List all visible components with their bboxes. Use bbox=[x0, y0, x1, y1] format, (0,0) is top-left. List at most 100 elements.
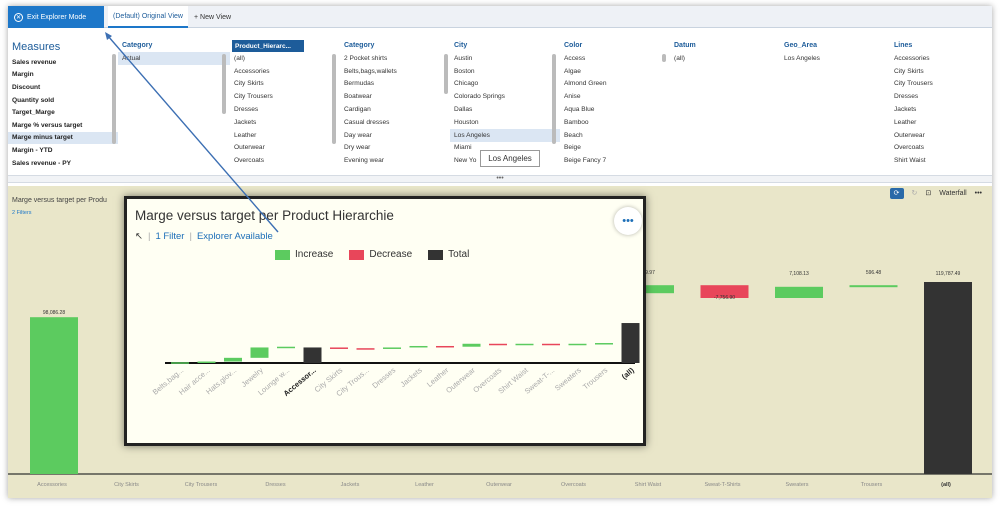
hierarchy-icon: ↖ bbox=[135, 231, 143, 242]
category-scrollbar[interactable] bbox=[222, 54, 226, 114]
category2-item[interactable]: Day wear bbox=[344, 131, 372, 139]
lines-item[interactable]: Jackets bbox=[894, 106, 917, 114]
redo-icon[interactable]: ↻ bbox=[911, 190, 918, 197]
measure-item[interactable]: Quantity sold bbox=[12, 96, 55, 104]
measure-item[interactable]: Marge minus target bbox=[8, 131, 118, 145]
exit-explorer-button[interactable]: ✕ Exit Explorer Mode bbox=[8, 6, 104, 28]
product-item[interactable]: Overcoats bbox=[234, 157, 265, 165]
city-item[interactable]: Chicago bbox=[454, 80, 479, 88]
datum-header[interactable]: Datum bbox=[674, 41, 696, 49]
waterfall-bar bbox=[250, 347, 269, 358]
color-header[interactable]: Color bbox=[564, 41, 583, 49]
popup-more-button[interactable]: ••• bbox=[614, 207, 642, 235]
tab-original-view[interactable]: (Default) Original View bbox=[108, 6, 188, 28]
lines-item[interactable]: Shirt Waist bbox=[894, 157, 926, 165]
category2-item[interactable]: Dry wear bbox=[344, 144, 371, 152]
measure-item[interactable]: Margin bbox=[12, 71, 34, 79]
city-header[interactable]: City bbox=[454, 41, 468, 49]
bg-tick-label: Outerwear bbox=[486, 482, 512, 488]
tab-new-view[interactable]: + New View bbox=[194, 13, 232, 21]
measures-scrollbar[interactable] bbox=[112, 54, 116, 144]
measure-item[interactable]: Sales revenue bbox=[12, 58, 57, 66]
chart-type-icon[interactable]: ⊡ bbox=[925, 190, 932, 197]
bg-tick-label: Overcoats bbox=[561, 482, 586, 488]
bg-data-label: 9.97 bbox=[645, 270, 655, 276]
product-item[interactable]: Jackets bbox=[234, 118, 257, 126]
bg-data-label: 119,787.49 bbox=[936, 271, 961, 277]
category1-header[interactable]: Category bbox=[122, 41, 153, 49]
lines-item[interactable]: Overcoats bbox=[894, 144, 925, 152]
product-item[interactable]: City Trousers bbox=[234, 93, 273, 101]
more-options-icon[interactable]: ••• bbox=[974, 189, 982, 197]
category2-item[interactable]: Cardigan bbox=[344, 106, 371, 114]
product-item[interactable]: Leather bbox=[234, 131, 257, 139]
lines-item[interactable]: Outerwear bbox=[894, 131, 925, 139]
legend-swatch bbox=[428, 249, 444, 260]
bg-data-label: 98,086.28 bbox=[43, 310, 65, 316]
refresh-icon[interactable]: ⟳ bbox=[889, 187, 904, 199]
category2-item[interactable]: Boatwear bbox=[344, 93, 372, 101]
lines-item[interactable]: City Trousers bbox=[894, 80, 933, 88]
color-item[interactable]: Almond Green bbox=[564, 80, 607, 88]
city-item[interactable]: Austin bbox=[454, 54, 473, 62]
color-item[interactable]: Beige bbox=[564, 144, 581, 152]
measure-item[interactable]: Target_Marge bbox=[12, 109, 55, 117]
measure-item[interactable]: Margin - YTD bbox=[12, 146, 53, 154]
color-item[interactable]: Beige Fancy 7 bbox=[564, 157, 607, 165]
top-toolbar: ✕ Exit Explorer Mode (Default) Original … bbox=[8, 6, 992, 28]
city-item[interactable]: Colorado Springs bbox=[454, 93, 505, 101]
chart-toolbar: ⟳ ↻ ⊡ Waterfall ••• bbox=[832, 186, 992, 200]
product-scrollbar[interactable] bbox=[332, 54, 336, 144]
lines-header[interactable]: Lines bbox=[894, 41, 913, 49]
city-item[interactable]: Los Angeles bbox=[450, 128, 560, 142]
geo-area-list: Geo_Area Los Angeles bbox=[780, 38, 890, 176]
category2-scrollbar[interactable] bbox=[444, 54, 448, 94]
city-item[interactable]: New Yo bbox=[454, 157, 477, 165]
color-item[interactable]: Bamboo bbox=[564, 118, 589, 126]
city-item[interactable]: Dallas bbox=[454, 106, 473, 114]
geo-area-item[interactable]: Los Angeles bbox=[784, 54, 820, 62]
city-scrollbar[interactable] bbox=[552, 54, 556, 144]
color-item[interactable]: Algae bbox=[564, 67, 581, 75]
geo-header[interactable]: Geo_Area bbox=[784, 41, 818, 49]
lines-item[interactable]: City Skirts bbox=[894, 67, 924, 75]
explorer-link[interactable]: Explorer Available bbox=[196, 231, 273, 242]
lines-item[interactable]: Leather bbox=[894, 118, 917, 126]
measure-item[interactable]: Sales revenue - PY bbox=[12, 159, 72, 167]
lines-item[interactable]: Accessories bbox=[894, 54, 930, 62]
chart-legend: Increase Decrease Total bbox=[275, 249, 469, 260]
product-item[interactable]: Dresses bbox=[234, 106, 259, 114]
category2-item[interactable]: Belts,bags,wallets bbox=[344, 67, 397, 75]
category2-item[interactable]: Evening wear bbox=[344, 157, 384, 165]
product-item[interactable]: (all) bbox=[234, 54, 245, 62]
city-item[interactable]: Miami bbox=[454, 144, 472, 152]
category2-item[interactable]: Casual dresses bbox=[344, 118, 390, 126]
product-header[interactable] bbox=[230, 38, 340, 52]
color-item[interactable]: Access bbox=[564, 54, 586, 62]
product-item[interactable]: Outerwear bbox=[234, 144, 265, 152]
category-item[interactable]: Actual bbox=[118, 52, 230, 65]
city-item[interactable]: Boston bbox=[454, 67, 475, 75]
category2-item[interactable]: 2 Pocket shirts bbox=[344, 54, 388, 62]
color-item[interactable]: Aqua Blue bbox=[564, 106, 595, 114]
lines-item[interactable]: Dresses bbox=[894, 93, 919, 101]
background-filters-link[interactable]: 2 Filters bbox=[12, 210, 32, 216]
product-item[interactable]: Accessories bbox=[234, 67, 270, 75]
measure-item[interactable]: Discount bbox=[12, 83, 41, 91]
city-list: City Austin Boston Chicago Colorado Springs D… bbox=[450, 38, 560, 176]
color-item[interactable]: Anise bbox=[564, 93, 581, 101]
category2-item[interactable]: Bermudas bbox=[344, 80, 375, 88]
color-item[interactable]: Beach bbox=[564, 131, 583, 139]
panel-divider[interactable]: ••• bbox=[8, 175, 992, 183]
filter-link[interactable]: 1 Filter bbox=[155, 231, 185, 242]
category2-header[interactable]: Category bbox=[344, 41, 375, 49]
chart-type-label[interactable]: Waterfall bbox=[939, 189, 967, 197]
waterfall-bar bbox=[409, 345, 428, 348]
measure-item[interactable]: Marge % versus target bbox=[12, 121, 83, 129]
datum-item[interactable]: (all) bbox=[674, 54, 685, 62]
datum-list: Datum (all) bbox=[670, 38, 780, 176]
city-item[interactable]: Houston bbox=[454, 118, 479, 126]
color-scrollbar[interactable] bbox=[662, 54, 666, 62]
bg-tick-label: Sweaters bbox=[786, 482, 809, 488]
product-item[interactable]: City Skirts bbox=[234, 80, 264, 88]
